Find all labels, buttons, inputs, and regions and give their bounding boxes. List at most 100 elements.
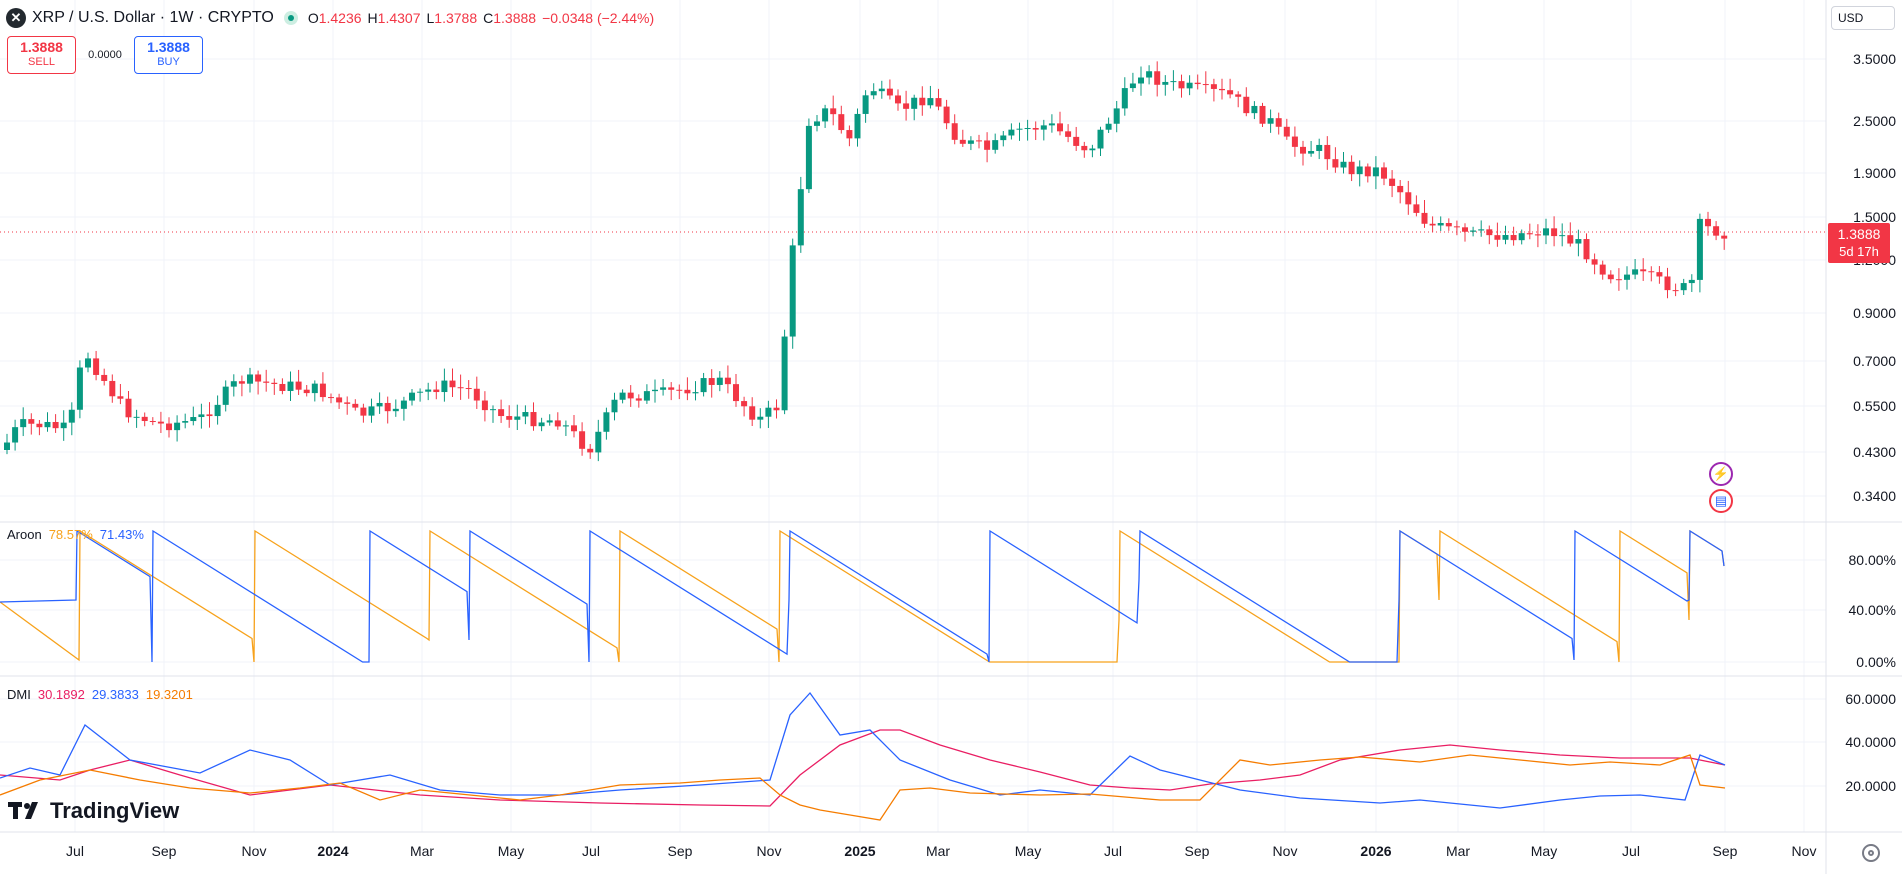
candle[interactable]: [20, 407, 27, 437]
candle[interactable]: [384, 396, 391, 424]
candle[interactable]: [895, 89, 901, 111]
candle[interactable]: [441, 368, 448, 402]
candle[interactable]: [311, 380, 318, 402]
candle[interactable]: [433, 381, 440, 400]
candle[interactable]: [1518, 229, 1525, 245]
candle[interactable]: [1129, 72, 1136, 92]
candle[interactable]: [1721, 231, 1728, 250]
candle[interactable]: [587, 444, 594, 459]
candle[interactable]: [141, 412, 148, 427]
candle[interactable]: [166, 417, 172, 438]
candle[interactable]: [1113, 100, 1120, 133]
candle[interactable]: [603, 407, 610, 440]
candle[interactable]: [1502, 225, 1509, 245]
candle[interactable]: [1688, 274, 1695, 292]
candle[interactable]: [1146, 65, 1153, 85]
candle[interactable]: [1154, 61, 1161, 97]
aroon-legend[interactable]: Aroon 78.57% 71.43%: [7, 527, 144, 542]
candle[interactable]: [854, 108, 861, 147]
candle[interactable]: [967, 136, 974, 151]
candle[interactable]: [1227, 78, 1234, 99]
candle[interactable]: [1259, 102, 1266, 127]
candle[interactable]: [1470, 226, 1477, 237]
candle[interactable]: [878, 80, 885, 99]
candle[interactable]: [287, 371, 294, 401]
candle[interactable]: [1543, 218, 1549, 245]
candle[interactable]: [1713, 221, 1720, 241]
candles[interactable]: [4, 61, 1728, 462]
candle[interactable]: [522, 405, 529, 425]
candle[interactable]: [627, 385, 634, 407]
candle[interactable]: [368, 398, 375, 423]
candle[interactable]: [870, 83, 877, 100]
candle[interactable]: [700, 372, 707, 397]
candle[interactable]: [1089, 144, 1096, 158]
candle[interactable]: [1640, 258, 1647, 281]
candle[interactable]: [1615, 268, 1622, 291]
candle[interactable]: [1251, 101, 1258, 120]
chart-settings-icon[interactable]: [1862, 844, 1880, 862]
candle[interactable]: [579, 422, 586, 456]
candle[interactable]: [554, 412, 561, 430]
candle[interactable]: [60, 410, 67, 441]
candle[interactable]: [1510, 226, 1517, 246]
candle[interactable]: [295, 369, 302, 395]
candle[interactable]: [1316, 138, 1323, 160]
candle[interactable]: [1348, 155, 1355, 182]
candle[interactable]: [1624, 266, 1630, 290]
candle[interactable]: [1705, 211, 1711, 236]
candle[interactable]: [1696, 213, 1703, 293]
candle[interactable]: [1267, 109, 1274, 133]
candle[interactable]: [12, 419, 19, 451]
candle[interactable]: [206, 402, 213, 428]
candle[interactable]: [1551, 216, 1558, 247]
candle[interactable]: [1567, 222, 1574, 247]
candle[interactable]: [1599, 260, 1606, 280]
candle[interactable]: [838, 105, 845, 134]
candle[interactable]: [1664, 267, 1671, 299]
lightning-icon[interactable]: ⚡: [1709, 462, 1733, 486]
candle[interactable]: [724, 365, 731, 394]
candle[interactable]: [1364, 163, 1371, 183]
candle[interactable]: [400, 396, 407, 421]
candle[interactable]: [660, 379, 667, 396]
candle[interactable]: [1429, 216, 1436, 233]
candle[interactable]: [1534, 224, 1541, 248]
candle[interactable]: [149, 417, 156, 426]
candle[interactable]: [506, 405, 513, 428]
candle[interactable]: [538, 417, 545, 432]
candle[interactable]: [676, 384, 683, 400]
candle[interactable]: [1048, 114, 1055, 133]
buy-button[interactable]: 1.3888 BUY: [134, 36, 203, 74]
candle[interactable]: [733, 374, 739, 407]
market-status-icon[interactable]: [283, 11, 298, 25]
candle[interactable]: [1453, 220, 1460, 236]
candle[interactable]: [1494, 222, 1501, 247]
tradingview-logo[interactable]: TradingView: [8, 798, 179, 824]
candle[interactable]: [473, 376, 480, 409]
candle[interactable]: [182, 413, 189, 429]
candle[interactable]: [1478, 220, 1485, 237]
candle[interactable]: [1583, 233, 1590, 263]
candle[interactable]: [174, 415, 181, 442]
candle[interactable]: [652, 379, 658, 403]
candle[interactable]: [805, 118, 812, 194]
candle[interactable]: [1138, 66, 1144, 96]
candle[interactable]: [328, 393, 334, 404]
candle[interactable]: [1486, 225, 1493, 245]
candle[interactable]: [1243, 87, 1250, 117]
candle[interactable]: [571, 414, 577, 438]
candle[interactable]: [797, 176, 804, 253]
candle[interactable]: [1283, 118, 1290, 140]
candle[interactable]: [1235, 91, 1242, 108]
candle[interactable]: [919, 86, 926, 116]
candle[interactable]: [927, 85, 934, 109]
candle[interactable]: [28, 413, 35, 435]
candle[interactable]: [481, 391, 488, 422]
candle[interactable]: [814, 114, 820, 132]
candle[interactable]: [76, 360, 83, 419]
candle[interactable]: [1648, 266, 1655, 282]
candle[interactable]: [425, 382, 432, 401]
candle[interactable]: [230, 374, 237, 397]
